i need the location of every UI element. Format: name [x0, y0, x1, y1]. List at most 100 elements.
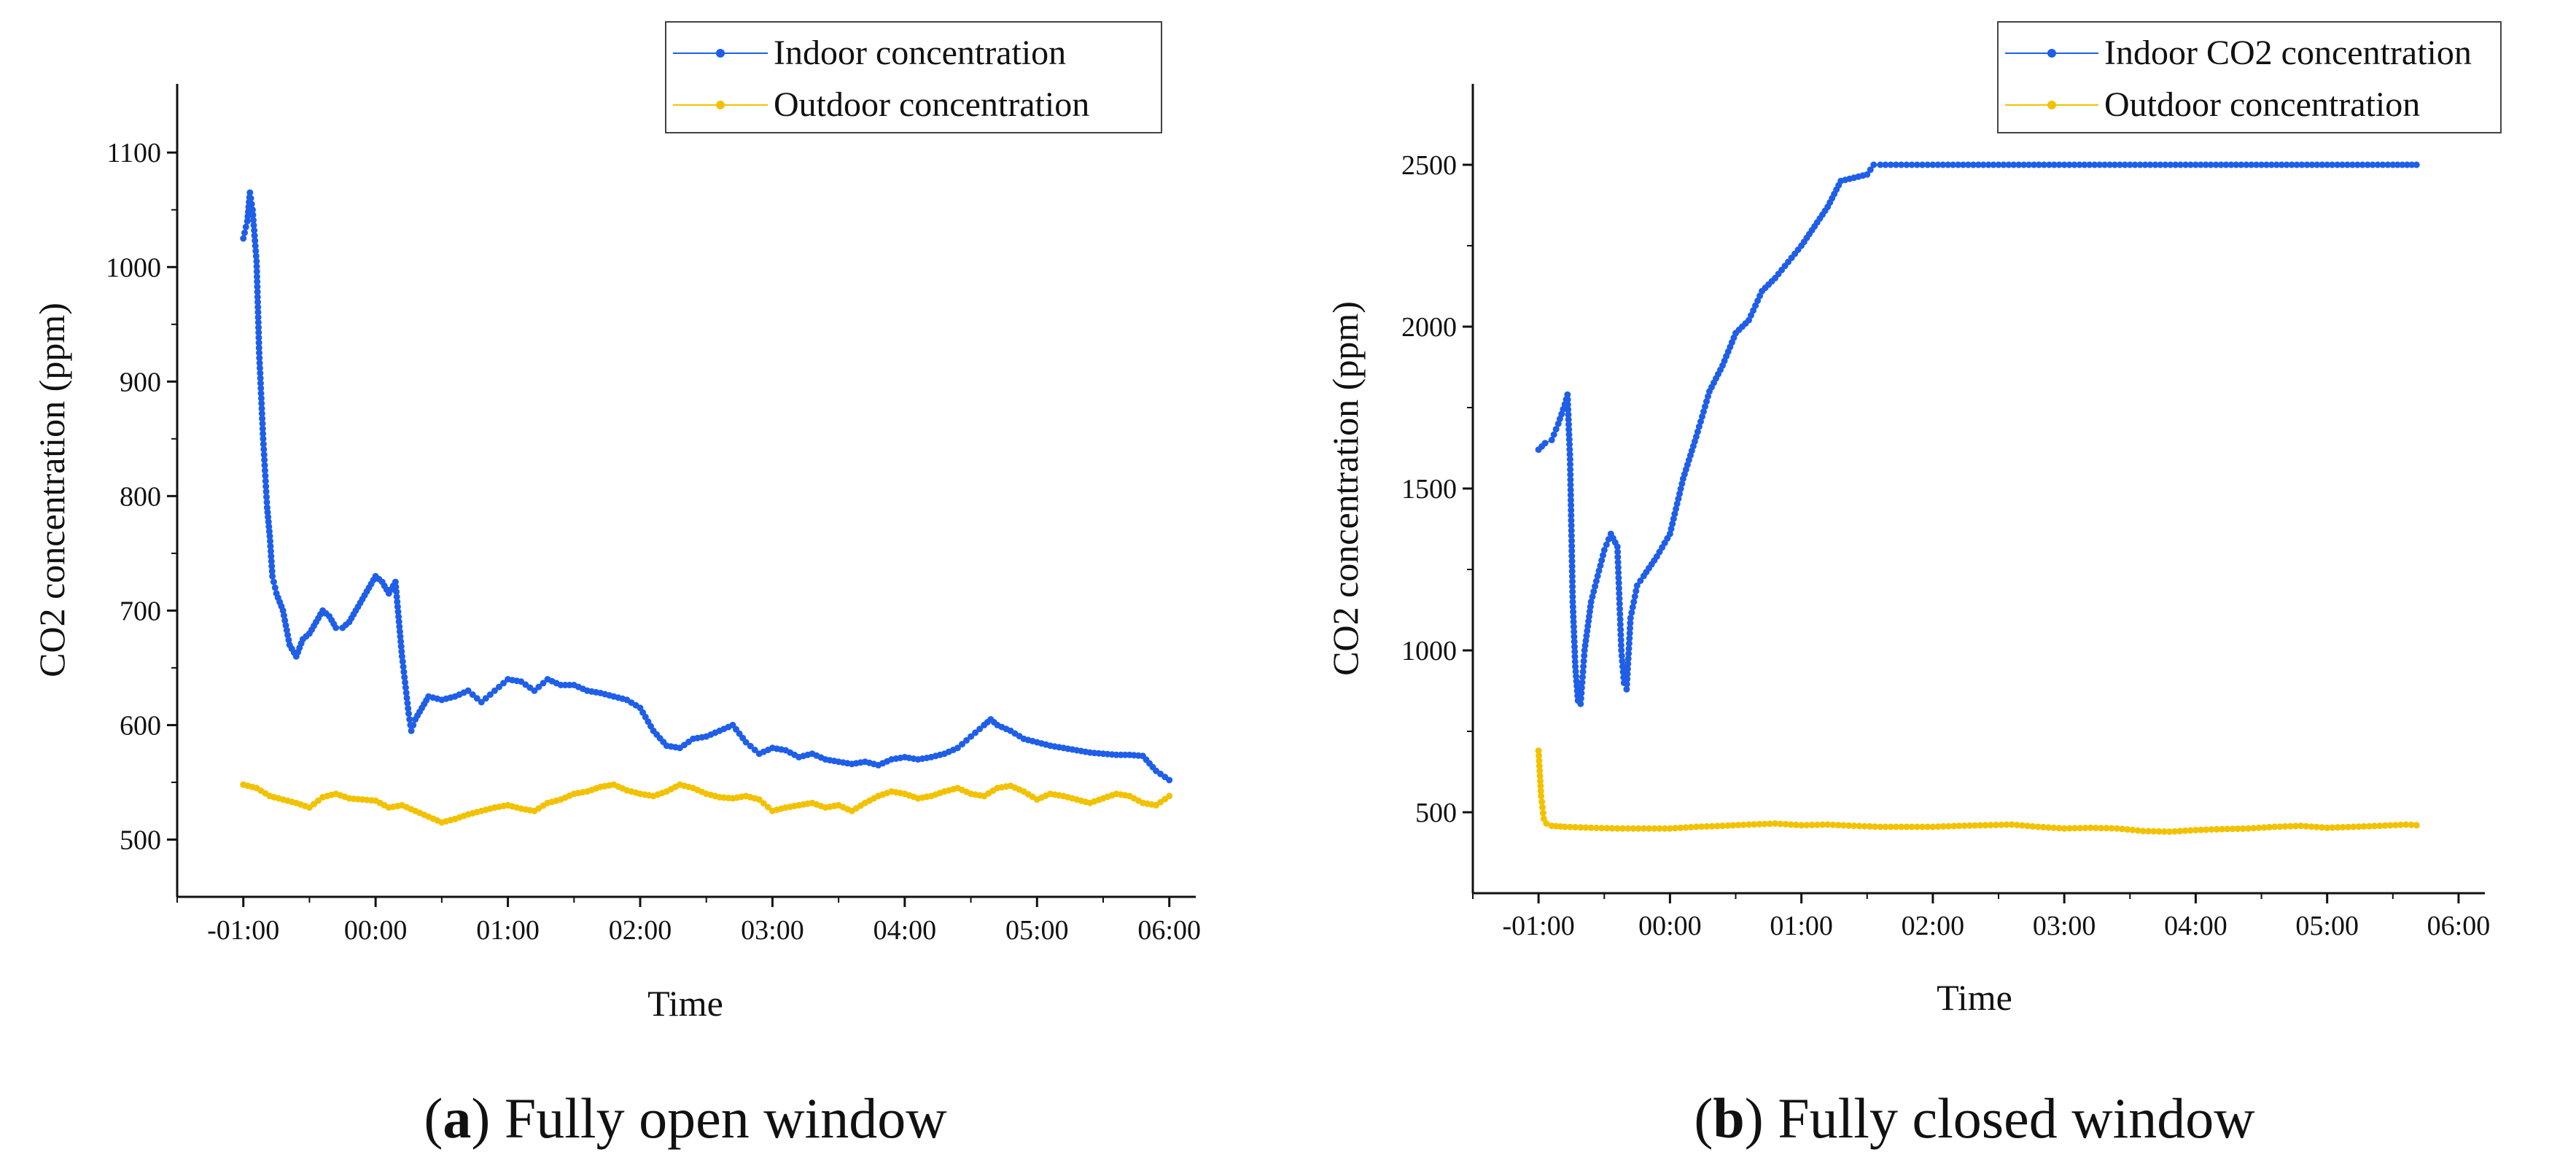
chart-b-series-0-point — [1577, 700, 1584, 707]
chart-a-series-lines — [242, 192, 1170, 823]
chart-b-series-0-point — [1571, 653, 1579, 660]
chart-a-series-0-point — [256, 349, 262, 357]
chart-b-series-0-point — [1618, 652, 1625, 659]
chart-a-series-0-point — [254, 314, 262, 321]
chart-a-series-0-point — [263, 494, 270, 501]
chart-b-series-0-point — [1568, 532, 1575, 540]
chart-b-series-0-point — [1623, 680, 1630, 688]
chart-b-series-0-point — [2324, 161, 2331, 168]
chart-b-series-0-point — [1616, 595, 1623, 602]
chart-b-series-0-point — [1624, 665, 1631, 672]
chart-b-series-0-point — [1887, 161, 1894, 168]
chart-b-x-tick-label: 02:00 — [1902, 911, 1965, 941]
chart-b-series-1-point — [1924, 823, 1931, 830]
chart-b-series-1-point — [1851, 822, 1858, 830]
chart-b-series-0-point — [2162, 161, 2169, 168]
chart-a-series-0-point — [250, 222, 257, 229]
chart-a-y-tick-label: 800 — [120, 481, 161, 512]
chart-b-series-1-point — [1592, 825, 1600, 831]
chart-b-series-0-point — [2399, 161, 2406, 168]
chart-b-series-0-point — [1892, 161, 1899, 168]
chart-a-series-0-point — [282, 622, 289, 629]
chart-b-series-0-point — [1624, 670, 1631, 677]
chart-a-series-0-point — [258, 400, 265, 407]
chart-b-series-1-point — [1577, 824, 1584, 831]
chart-b-series-0-point — [1568, 553, 1576, 560]
chart-b-series-1-point — [2045, 824, 2052, 831]
chart-b-series-0-point — [2182, 161, 2190, 168]
chart-b-series-1-point — [2113, 825, 2120, 832]
chart-b-series-1-point — [1666, 825, 1673, 832]
chart-b-series-1-point — [2392, 822, 2399, 829]
chart-b-series-1-point — [1934, 823, 1942, 830]
chart-a-x-tick-label: 04:00 — [873, 915, 937, 946]
chart-b-series-0-point — [1566, 441, 1573, 448]
chart-b-series-1-point — [1708, 822, 1716, 830]
chart-b-series-1-point — [1824, 821, 1832, 828]
chart-b-series-0-point — [2116, 161, 2123, 168]
chart-b-series-1-point — [1966, 822, 1973, 829]
chart-b-series-1-point — [2313, 823, 2320, 830]
chart-b-series-0-point — [1625, 640, 1633, 647]
chart-b-series-0-point — [1903, 161, 1910, 168]
chart-b-series-1-point — [1539, 809, 1546, 817]
chart-b-series-0-point — [1924, 161, 1931, 168]
chart-a-series-0-point — [265, 518, 272, 526]
chart-b-series-0-point — [1864, 171, 1871, 178]
chart-b-x-ticks: -01:00 00:00 01:00 02:00 03:00 04:00 05:00 06:0… — [1472, 893, 2490, 941]
chart-b-series-0-point — [1623, 685, 1630, 693]
chart-b-series-1-point — [1945, 822, 1952, 830]
chart-b-series-0-point — [2031, 161, 2038, 168]
chart-b-series-1-point — [2234, 825, 2241, 833]
chart-b-series-lines — [1538, 164, 2417, 833]
chart-b-series-0-point — [2081, 161, 2088, 168]
chart-b-series-0-point — [1629, 604, 1636, 611]
chart-b-series-0-point — [1750, 307, 1757, 314]
chart-a-series-0-point — [395, 613, 402, 620]
chart-b-series-1-point — [1603, 825, 1611, 832]
chart-b-series-1-point — [2308, 823, 2315, 830]
chart-a-series-0-point — [403, 694, 410, 701]
chart-a-series-1-point — [1166, 793, 1173, 800]
chart-b-series-0-point — [1580, 663, 1587, 670]
chart-b-series-0-point — [1898, 161, 1905, 168]
chart-b-legend-outdoor-marker — [2047, 101, 2056, 109]
chart-b-series-0-point — [1567, 481, 1574, 489]
chart-b-series-0-point — [1614, 548, 1622, 556]
chart-b-series-1-point — [1692, 823, 1700, 830]
chart-b-series-0-point — [2152, 161, 2159, 168]
chart-b-caption: (b) Fully closed window — [1694, 1086, 2254, 1150]
chart-b-series-1-point — [2092, 825, 2099, 831]
chart-b-series-1-point — [2124, 826, 2131, 833]
chart-b-series-0-point — [2101, 161, 2109, 168]
chart-b-series-0-point — [1614, 559, 1622, 566]
chart-b-series-1-point — [2219, 825, 2225, 833]
chart-b-series-1-point — [2055, 825, 2063, 832]
chart-b-series-0-point — [1567, 471, 1574, 478]
chart-b-series-1-point — [2160, 828, 2168, 835]
chart-a-series-0-point — [751, 747, 758, 753]
chart-b-series-1-point — [2245, 825, 2252, 832]
chart-b-series-0-point — [1618, 647, 1625, 654]
chart-b-series-0-point — [2050, 161, 2058, 168]
chart-a-series-0-point — [976, 725, 984, 733]
chart-b-x-tick-label: 04:00 — [2164, 911, 2227, 941]
chart-b-series-0-point — [1565, 416, 1572, 423]
chart-b-series-1-point — [2297, 822, 2305, 830]
chart-b-series-0-point — [1568, 522, 1575, 529]
chart-b-series-0-point — [1566, 451, 1573, 458]
chart-b-series-0-point — [1969, 161, 1977, 168]
chart-b-series-1-point — [2129, 826, 2136, 833]
chart-b-series-0-point — [2131, 161, 2139, 168]
chart-b-series-0-point — [1568, 527, 1575, 534]
chart-b-series-0-point — [1870, 161, 1877, 168]
chart-a-series-0-point — [268, 567, 276, 575]
chart-a-series-0-point — [396, 628, 403, 635]
chart-b-series-1-point — [2192, 826, 2199, 833]
chart-a-xlabel: Time — [647, 983, 723, 1024]
chart-b-series-1-point — [1787, 821, 1794, 828]
chart-b-series-0-point — [2384, 161, 2392, 168]
chart-a-series-0-point — [257, 380, 264, 387]
chart-a-caption: (a) Fully open window — [424, 1086, 946, 1150]
chart-b-series-0-point — [1614, 553, 1622, 561]
